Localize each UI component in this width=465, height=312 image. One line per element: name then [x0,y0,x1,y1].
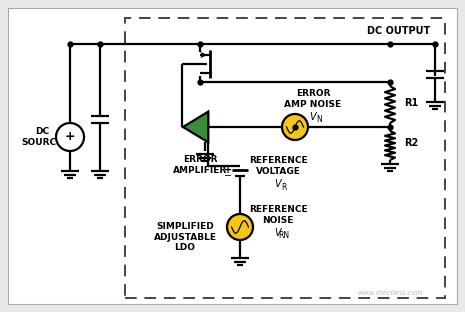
Text: R2: R2 [404,139,418,149]
Text: R1: R1 [404,97,418,108]
Text: N: N [316,115,322,124]
Text: V: V [275,179,281,189]
Text: RN: RN [279,232,290,241]
Text: ERROR
AMPLIFIER: ERROR AMPLIFIER [173,155,227,175]
Text: DC
SOURCE: DC SOURCE [21,127,63,147]
Text: V: V [275,228,281,238]
Circle shape [282,114,308,140]
Text: R: R [281,183,287,192]
Text: +: + [65,129,75,143]
Text: DC OUTPUT: DC OUTPUT [367,26,430,36]
Circle shape [56,123,84,151]
Bar [125,18,445,298]
Text: SIMPLIFIED
ADJUSTABLE
LDO: SIMPLIFIED ADJUSTABLE LDO [153,222,217,252]
Text: −: − [224,171,232,181]
Circle shape [227,214,253,240]
Text: +: + [224,165,232,175]
Text: ERROR
AMP NOISE: ERROR AMP NOISE [285,89,342,109]
Text: www.elecfans.com: www.elecfans.com [357,290,423,296]
Polygon shape [183,112,208,142]
Text: REFERENCE
VOLTAGE: REFERENCE VOLTAGE [249,156,307,176]
Text: REFERENCE
NOISE: REFERENCE NOISE [249,205,307,225]
Text: V: V [310,112,316,122]
